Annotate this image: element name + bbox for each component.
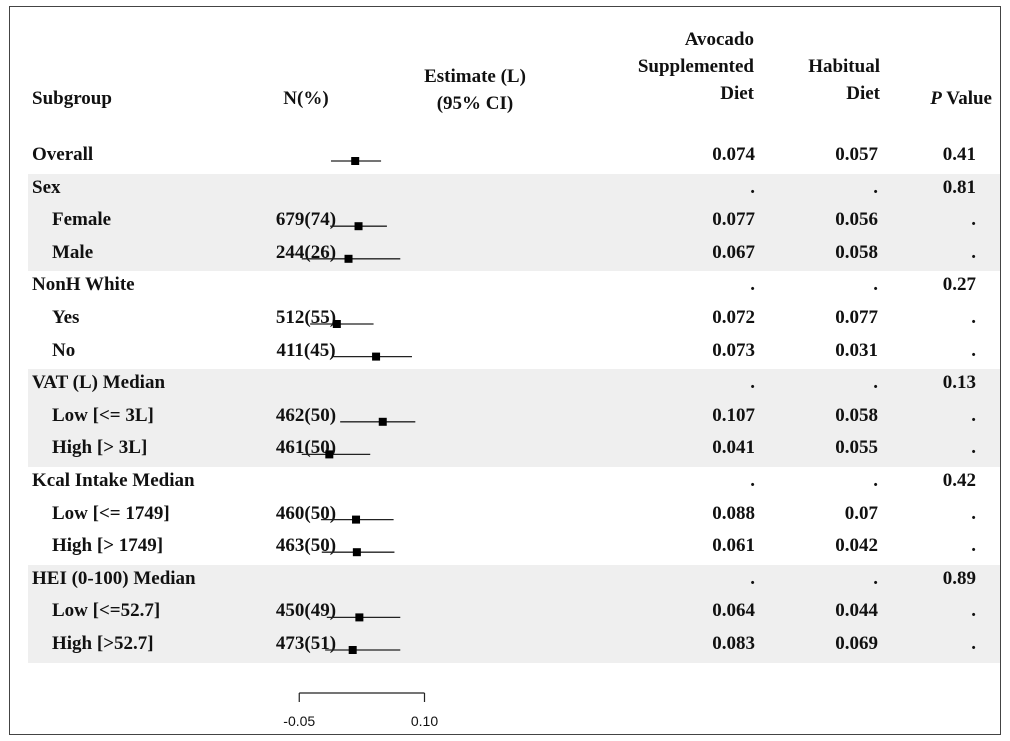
row-p-value: . — [971, 633, 976, 654]
row-label: NonH White — [32, 274, 135, 296]
row-label: Low [<=52.7] — [52, 600, 161, 622]
row-n-percent: 679(74) — [275, 209, 337, 231]
row-label: High [> 3L] — [52, 437, 148, 459]
row-habitual-value: . — [873, 274, 878, 296]
row-p-value: 0.42 — [942, 470, 976, 491]
row-avocado-value: 0.067 — [712, 241, 755, 263]
row-label: High [>52.7] — [52, 633, 154, 654]
row-avocado-value: . — [750, 176, 755, 198]
row-p-value: . — [971, 209, 976, 231]
shaded-group-band — [28, 564, 1000, 663]
row-label: Overall — [32, 144, 94, 165]
row-avocado-value: 0.088 — [712, 502, 755, 524]
row-p-value: . — [971, 339, 976, 361]
row-habitual-value: 0.057 — [835, 144, 878, 165]
row-avocado-value: . — [750, 470, 755, 491]
x-tick-label: -0.05 — [283, 713, 316, 729]
row-label: Male — [52, 241, 94, 263]
row-n-percent: 473(51) — [275, 633, 337, 654]
row-habitual-value: 0.044 — [835, 600, 878, 622]
row-label: Sex — [32, 176, 61, 198]
header-estimate: Estimate (L) (95% CI) — [424, 66, 526, 114]
row-n-percent: 460(50) — [275, 502, 337, 524]
row-avocado-value: 0.107 — [712, 404, 755, 426]
header-n-percent: N(%) — [283, 88, 329, 109]
row-avocado-value: 0.077 — [712, 209, 755, 231]
row-habitual-value: 0.07 — [844, 502, 878, 524]
row-avocado-value: 0.074 — [712, 144, 755, 165]
row-p-value: . — [971, 437, 976, 459]
row-habitual-value: 0.077 — [835, 307, 878, 328]
row-avocado-value: 0.072 — [712, 307, 755, 328]
header-p-italic: P — [930, 88, 942, 109]
row-n-percent: 411(45) — [276, 339, 336, 361]
row-label: Low [<= 3L] — [52, 404, 154, 426]
row-p-value: . — [971, 307, 976, 328]
x-tick-label: 0.10 — [410, 713, 439, 729]
row-n-percent: 450(49) — [275, 600, 337, 622]
row-habitual-value: . — [873, 567, 878, 589]
row-habitual-value: 0.069 — [835, 633, 878, 654]
row-habitual-value: . — [873, 372, 878, 394]
row-label: High [> 1749] — [52, 535, 164, 557]
row-p-value: . — [971, 535, 976, 557]
estimate-point — [351, 157, 360, 165]
row-label: Kcal Intake Median — [32, 470, 195, 491]
row-label: Yes — [52, 307, 80, 328]
row-habitual-value: 0.058 — [835, 404, 878, 426]
row-avocado-value: . — [750, 567, 755, 589]
header-avocado-diet: Avocado Supplemented Diet — [637, 29, 754, 104]
row-habitual-value: 0.031 — [835, 339, 878, 361]
forest-plot-figure: Subgroup N(%) Estimate (L) (95% CI) Avoc… — [9, 6, 1001, 735]
row-n-percent: 462(50) — [275, 404, 337, 426]
row-n-percent: 461(50) — [275, 437, 337, 459]
header-habitual-diet: Habitual Diet — [808, 56, 880, 104]
row-habitual-value: . — [873, 176, 878, 198]
estimate-point — [372, 352, 381, 361]
row-p-value: 0.13 — [942, 372, 976, 394]
row-habitual-value: 0.056 — [835, 209, 878, 231]
row-p-value: 0.89 — [942, 567, 976, 589]
row-n-percent: 244(26) — [275, 241, 337, 263]
row-p-value: 0.27 — [942, 274, 976, 296]
row-habitual-value: 0.042 — [835, 535, 878, 557]
row-avocado-value: 0.083 — [712, 633, 755, 654]
row-avocado-value: 0.064 — [712, 600, 755, 622]
row-label: No — [52, 339, 76, 361]
header-p-value: P Value — [896, 85, 992, 112]
row-habitual-value: 0.055 — [835, 437, 878, 459]
row-n-percent: 463(50) — [275, 535, 337, 557]
row-p-value: . — [971, 404, 976, 426]
row-p-value: . — [971, 502, 976, 524]
row-avocado-value: . — [750, 372, 755, 394]
row-p-value: 0.41 — [942, 144, 976, 165]
shaded-group-band — [28, 369, 1000, 467]
header-p-rest: Value — [941, 88, 992, 109]
shaded-group-band — [28, 173, 1000, 272]
row-label: Low [<= 1749] — [52, 502, 170, 524]
row-avocado-value: 0.041 — [712, 437, 755, 459]
row-label: HEI (0-100) Median — [32, 567, 196, 589]
header-subgroup: Subgroup — [32, 88, 112, 109]
row-label: Female — [52, 209, 112, 231]
row-label: VAT (L) Median — [32, 372, 166, 394]
row-habitual-value: . — [873, 470, 878, 491]
row-n-percent: 512(55) — [275, 307, 337, 328]
row-habitual-value: 0.058 — [835, 241, 878, 263]
row-avocado-value: 0.073 — [712, 339, 755, 361]
row-avocado-value: . — [750, 274, 755, 296]
row-p-value: . — [971, 600, 976, 622]
row-avocado-value: 0.061 — [712, 535, 755, 557]
row-p-value: 0.81 — [942, 176, 976, 198]
row-p-value: . — [971, 241, 976, 263]
